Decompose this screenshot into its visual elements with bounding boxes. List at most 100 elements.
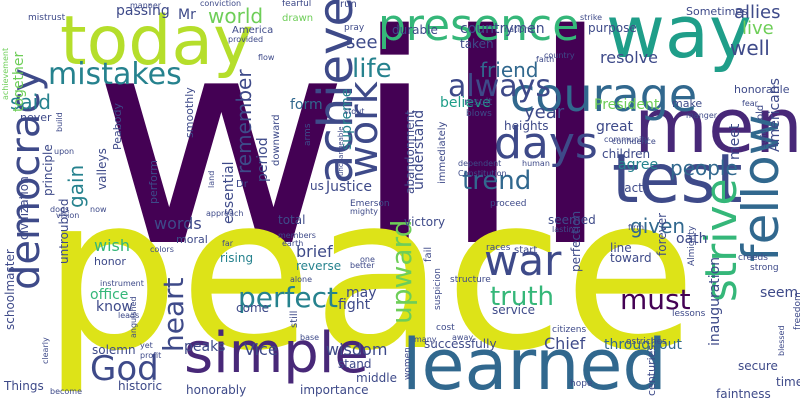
word-friend: friend xyxy=(480,58,539,82)
word-know: know xyxy=(96,299,133,315)
word-vision: vision xyxy=(56,211,80,220)
word-honorable: honorable xyxy=(734,83,790,96)
word-honor: honor xyxy=(94,255,126,268)
word-strike: strike xyxy=(580,13,603,22)
word-inauguration: inauguration xyxy=(707,256,723,346)
word-believe: believe xyxy=(440,95,491,111)
word-way: way xyxy=(606,0,752,74)
word-form: form xyxy=(290,97,323,113)
word-fail: fail xyxy=(423,246,434,262)
word-wish: wish xyxy=(94,236,131,255)
word-stand: stand xyxy=(338,357,372,371)
word-office: office xyxy=(90,287,129,303)
word-peaks: peaks xyxy=(184,339,226,355)
word-things: Things xyxy=(4,379,44,393)
word-said: said xyxy=(10,90,51,114)
word-upon: upon xyxy=(54,147,75,156)
word-now: now xyxy=(90,205,107,214)
word-today: today xyxy=(60,2,254,81)
word-us: us xyxy=(310,179,324,193)
word-meet: meet xyxy=(727,123,743,160)
word-seem: seem xyxy=(760,285,799,301)
word-sometimes: Sometimes xyxy=(686,5,748,18)
word-civilization: civilization xyxy=(17,176,31,240)
word-together: together xyxy=(11,51,27,112)
word-make: make xyxy=(672,97,703,110)
word-learned: learned xyxy=(402,324,667,400)
word-reverse: reverse xyxy=(296,259,342,273)
word-better: better xyxy=(350,261,375,270)
word-colors: colors xyxy=(150,245,174,254)
word-taken: taken xyxy=(460,37,494,51)
word-manner: manner xyxy=(130,1,162,10)
word-america: America xyxy=(232,25,274,36)
word-people: people xyxy=(670,156,738,180)
word-solid: solid xyxy=(759,129,768,148)
word-middle: middle xyxy=(356,371,397,385)
word-manger: manger xyxy=(686,111,718,120)
word-purpose: purpose xyxy=(588,21,637,35)
word-period: period xyxy=(255,137,271,182)
word-confidence: confidence xyxy=(612,137,656,146)
word-throughout: throughout xyxy=(604,337,682,353)
word-community: community xyxy=(604,135,650,144)
word-given: given xyxy=(630,214,686,238)
word-downward: downward xyxy=(271,114,282,166)
word-truth: truth xyxy=(490,282,555,312)
word-chief: Chief xyxy=(544,334,586,353)
word-base: base xyxy=(300,333,320,342)
word-away: away xyxy=(452,333,474,342)
word-citizens: citizens xyxy=(552,325,587,335)
word-dr: Dr xyxy=(236,179,248,190)
word-anguished: anguished xyxy=(129,296,138,338)
word-women: women xyxy=(403,347,413,380)
word-historic: historic xyxy=(118,379,163,393)
word-president: President xyxy=(594,97,660,113)
word-human: human xyxy=(522,159,550,168)
word-schoolmaster: schoolmaster xyxy=(3,249,17,330)
word-approach: approach xyxy=(206,209,244,218)
word-yet: yet xyxy=(140,341,153,350)
word-world: world xyxy=(208,4,264,28)
word-unchangeable: unchangeable xyxy=(337,126,345,176)
word-many: many xyxy=(414,335,437,344)
word-simple: simple xyxy=(184,321,369,386)
word-war: war xyxy=(484,236,562,285)
word-will: will xyxy=(92,0,615,311)
word-days: days xyxy=(494,118,598,169)
word-suspicion: suspicion xyxy=(433,268,443,310)
word-trend: trend xyxy=(462,166,532,196)
word-principle: principle xyxy=(41,144,55,196)
word-smoothly: smoothly xyxy=(183,87,196,138)
word-fight: fight xyxy=(338,297,371,313)
word-country: country xyxy=(544,51,575,60)
word-valleys: valleys xyxy=(95,148,109,190)
word-words: words xyxy=(154,214,202,233)
word-freedom: freedom xyxy=(793,292,800,330)
word-peabody: Peabody xyxy=(111,103,124,150)
word-dependent: dependent xyxy=(458,159,502,168)
word-members: members xyxy=(278,231,316,240)
word-lessons: lessons xyxy=(672,309,706,319)
word-conviction: conviction xyxy=(200,0,242,8)
word-creeds: creeds xyxy=(738,253,768,263)
word-total: total xyxy=(278,213,306,227)
word-start: start xyxy=(514,245,538,256)
word-far: far xyxy=(222,239,234,248)
word-faintness: faintness xyxy=(716,387,771,400)
word-races: races xyxy=(486,243,511,253)
word-durable: durable xyxy=(392,23,438,37)
word-come: come xyxy=(236,301,270,315)
word-arms: arms xyxy=(303,123,313,146)
word-fact: fact xyxy=(620,181,643,195)
word-strong: strong xyxy=(750,263,779,273)
word-children: children xyxy=(602,147,651,161)
word-constitution: Constitution xyxy=(458,169,507,178)
word-mr: Mr xyxy=(178,7,196,23)
word-build: build xyxy=(55,112,64,132)
word-wisdom: wisdom xyxy=(326,340,388,359)
word-mighty: mighty xyxy=(350,207,379,216)
word-service: service xyxy=(492,303,535,317)
word-result: result xyxy=(464,97,493,108)
